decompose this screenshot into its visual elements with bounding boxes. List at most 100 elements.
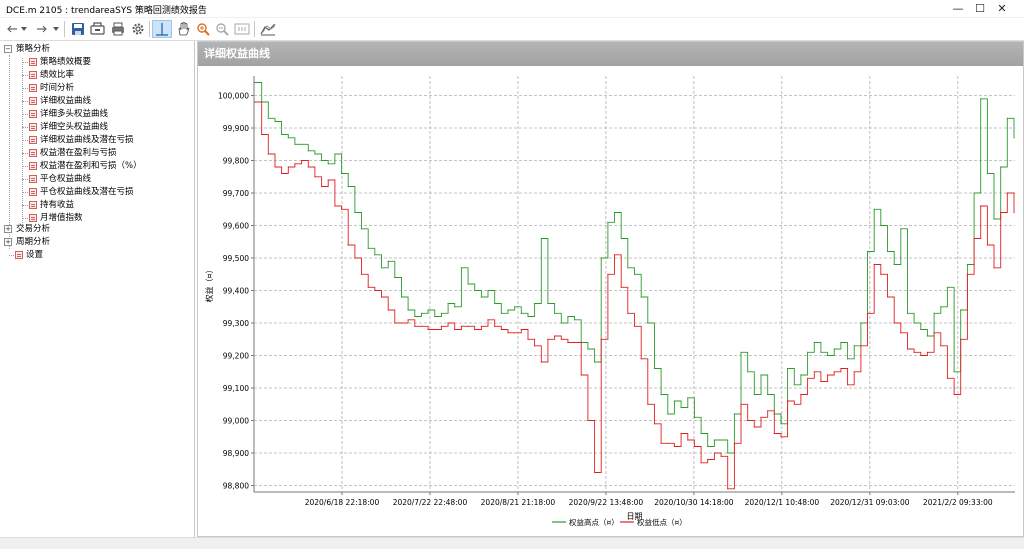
series-point-0: [767, 393, 769, 396]
series-point-1: [1000, 211, 1002, 214]
series-point-1: [347, 244, 349, 246]
back-icon[interactable]: [2, 20, 22, 38]
series-point-1: [534, 345, 536, 347]
series-point-1: [900, 332, 902, 334]
settings-icon[interactable]: [128, 20, 148, 38]
y-tick-label: 98,800: [223, 482, 249, 491]
report-icon: [29, 84, 37, 92]
tree-group-label: 策略分析: [16, 44, 51, 54]
series-point-1: [387, 309, 389, 311]
series-line-0: [255, 82, 1015, 454]
series-point-0: [380, 267, 383, 269]
series-point-1: [1006, 192, 1008, 194]
series-point-1: [747, 419, 749, 422]
collapse-icon[interactable]: −: [4, 45, 12, 53]
equity-chart[interactable]: 100,000 99,900 99,800 99,700 99,600 99,500 99,…: [198, 66, 1023, 536]
series-point-1: [946, 377, 949, 379]
series-point-0: [287, 137, 289, 139]
series-point-0: [660, 393, 662, 396]
series-point-0: [820, 351, 822, 353]
series-point-0: [394, 276, 396, 279]
dropdown-icon[interactable]: [50, 20, 62, 38]
series-point-0: [687, 397, 689, 399]
maximize-button[interactable]: ☐: [975, 2, 985, 15]
series-point-1: [554, 335, 556, 337]
series-point-1: [360, 273, 363, 275]
zoom-out-icon[interactable]: [212, 20, 232, 38]
expand-icon[interactable]: +: [4, 225, 12, 233]
series-point-0: [800, 374, 802, 376]
series-point-1: [740, 403, 742, 405]
series-point-1: [607, 273, 609, 275]
series-point-1: [540, 361, 542, 363]
save-icon[interactable]: [68, 20, 88, 38]
series-point-1: [627, 312, 629, 314]
series-point-0: [993, 218, 995, 220]
series-point-0: [314, 153, 316, 155]
y-tick-label: 99,700: [223, 189, 249, 198]
series-point-0: [900, 228, 902, 230]
series-point-0: [793, 384, 795, 386]
close-button[interactable]: ✕: [997, 2, 1007, 15]
series-point-1: [494, 325, 496, 327]
print-icon[interactable]: [108, 20, 128, 38]
series-point-0: [400, 296, 403, 298]
y-tick-label: 99,900: [223, 124, 249, 133]
series-point-0: [1006, 117, 1008, 119]
series-point-0: [853, 345, 855, 347]
series-point-0: [753, 393, 755, 396]
toolbar-separator: [254, 21, 255, 37]
series-point-0: [254, 81, 256, 84]
expand-icon[interactable]: +: [4, 238, 12, 246]
zoom-fit-icon[interactable]: [232, 20, 252, 38]
series-point-1: [827, 374, 829, 376]
zoom-in-icon[interactable]: [193, 20, 213, 38]
series-point-1: [960, 338, 962, 340]
series-point-0: [713, 439, 716, 441]
series-point-0: [341, 172, 343, 175]
series-point-0: [640, 296, 642, 298]
series-point-0: [440, 312, 442, 314]
series-point-0: [514, 306, 516, 308]
series-point-1: [414, 325, 416, 327]
series-point-1: [407, 319, 409, 321]
dropdown-icon[interactable]: [18, 20, 30, 38]
series-point-1: [793, 403, 795, 405]
series-point-0: [507, 309, 509, 311]
minimize-button[interactable]: —: [952, 2, 964, 15]
series-point-1: [420, 325, 422, 327]
series-point-1: [613, 254, 616, 256]
chart-style-icon[interactable]: [258, 20, 278, 38]
toolbar-separator: [64, 21, 65, 37]
series-point-1: [953, 393, 955, 396]
forward-icon[interactable]: [32, 20, 52, 38]
series-point-1: [580, 374, 582, 376]
series-point-1: [753, 426, 755, 428]
x-tick-label: 2020/7/22 22:48:00: [393, 498, 468, 507]
series-point-0: [727, 452, 729, 454]
series-point-1: [427, 328, 429, 331]
tree-guide: [9, 55, 10, 249]
crosshair-icon[interactable]: [152, 20, 172, 38]
report-icon: [29, 214, 37, 222]
series-point-1: [600, 338, 602, 340]
series-point-0: [527, 315, 529, 318]
series-point-0: [827, 354, 829, 357]
series-point-0: [647, 322, 649, 324]
series-point-0: [720, 439, 722, 441]
series-point-1: [301, 159, 303, 162]
series-point-1: [647, 403, 649, 405]
x-tick-label: 2021/2/2 09:33:00: [923, 498, 993, 507]
series-point-0: [574, 319, 576, 321]
report-icon: [29, 201, 37, 209]
pan-hand-icon[interactable]: [173, 20, 193, 38]
series-point-0: [940, 306, 942, 308]
series-point-1: [447, 322, 449, 324]
series-point-0: [360, 228, 363, 230]
series-point-1: [693, 445, 695, 448]
series-point-1: [926, 351, 929, 353]
series-point-0: [880, 224, 882, 227]
series-point-1: [633, 325, 636, 327]
report-icon: [29, 71, 37, 79]
export-icon[interactable]: [88, 20, 108, 38]
